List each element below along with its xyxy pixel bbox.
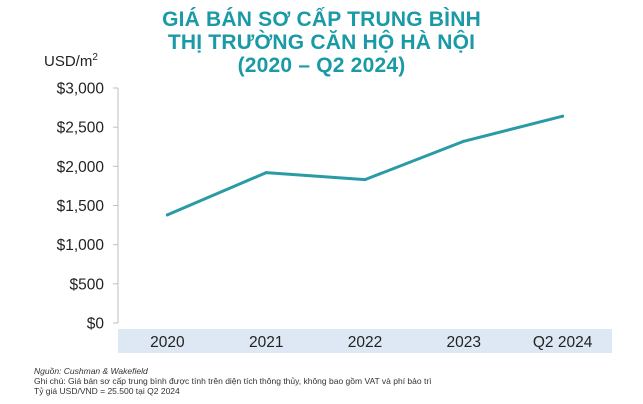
data-point (264, 171, 268, 175)
x-tick-label: 2023 (447, 334, 481, 351)
price-note: Ghi chú: Giá bán sơ cấp trung bình được … (34, 376, 432, 386)
x-axis-band (118, 329, 612, 353)
y-axis-unit-superscript: 2 (92, 52, 98, 63)
y-tick-label: $2,000 (57, 159, 105, 176)
y-axis-unit-label: USD/m2 (44, 52, 98, 70)
data-point (165, 213, 169, 217)
y-tick-label: $500 (70, 276, 105, 293)
chart-title-line-1: GIÁ BÁN SƠ CẤP TRUNG BÌNH (162, 8, 481, 31)
y-axis-unit-text: USD/m (44, 53, 93, 70)
y-tick-label: $2,500 (57, 120, 105, 137)
y-tick-label: $3,000 (57, 81, 105, 98)
source-note: Nguồn: Cushman & Wakefield (34, 366, 148, 376)
y-tick-label: $0 (87, 316, 105, 333)
x-tick-label: 2021 (249, 334, 283, 351)
y-tick-label: $1,500 (57, 198, 105, 215)
data-point (363, 178, 367, 182)
chart-title-line-2: THỊ TRƯỜNG CĂN HỘ HÀ NỘI (167, 31, 476, 54)
data-point (462, 139, 466, 143)
x-tick-label: 2020 (150, 334, 185, 351)
data-point (561, 114, 565, 118)
x-tick-label: Q2 2024 (533, 334, 593, 351)
exchange-rate-note: Tỷ giá USD/VND = 25.500 tại Q2 2024 (34, 386, 180, 396)
x-tick-label: 2022 (348, 334, 382, 351)
chart-title-line-3: (2020 – Q2 2024) (237, 54, 406, 77)
series-line (165, 114, 565, 217)
y-tick-label: $1,000 (57, 237, 105, 254)
